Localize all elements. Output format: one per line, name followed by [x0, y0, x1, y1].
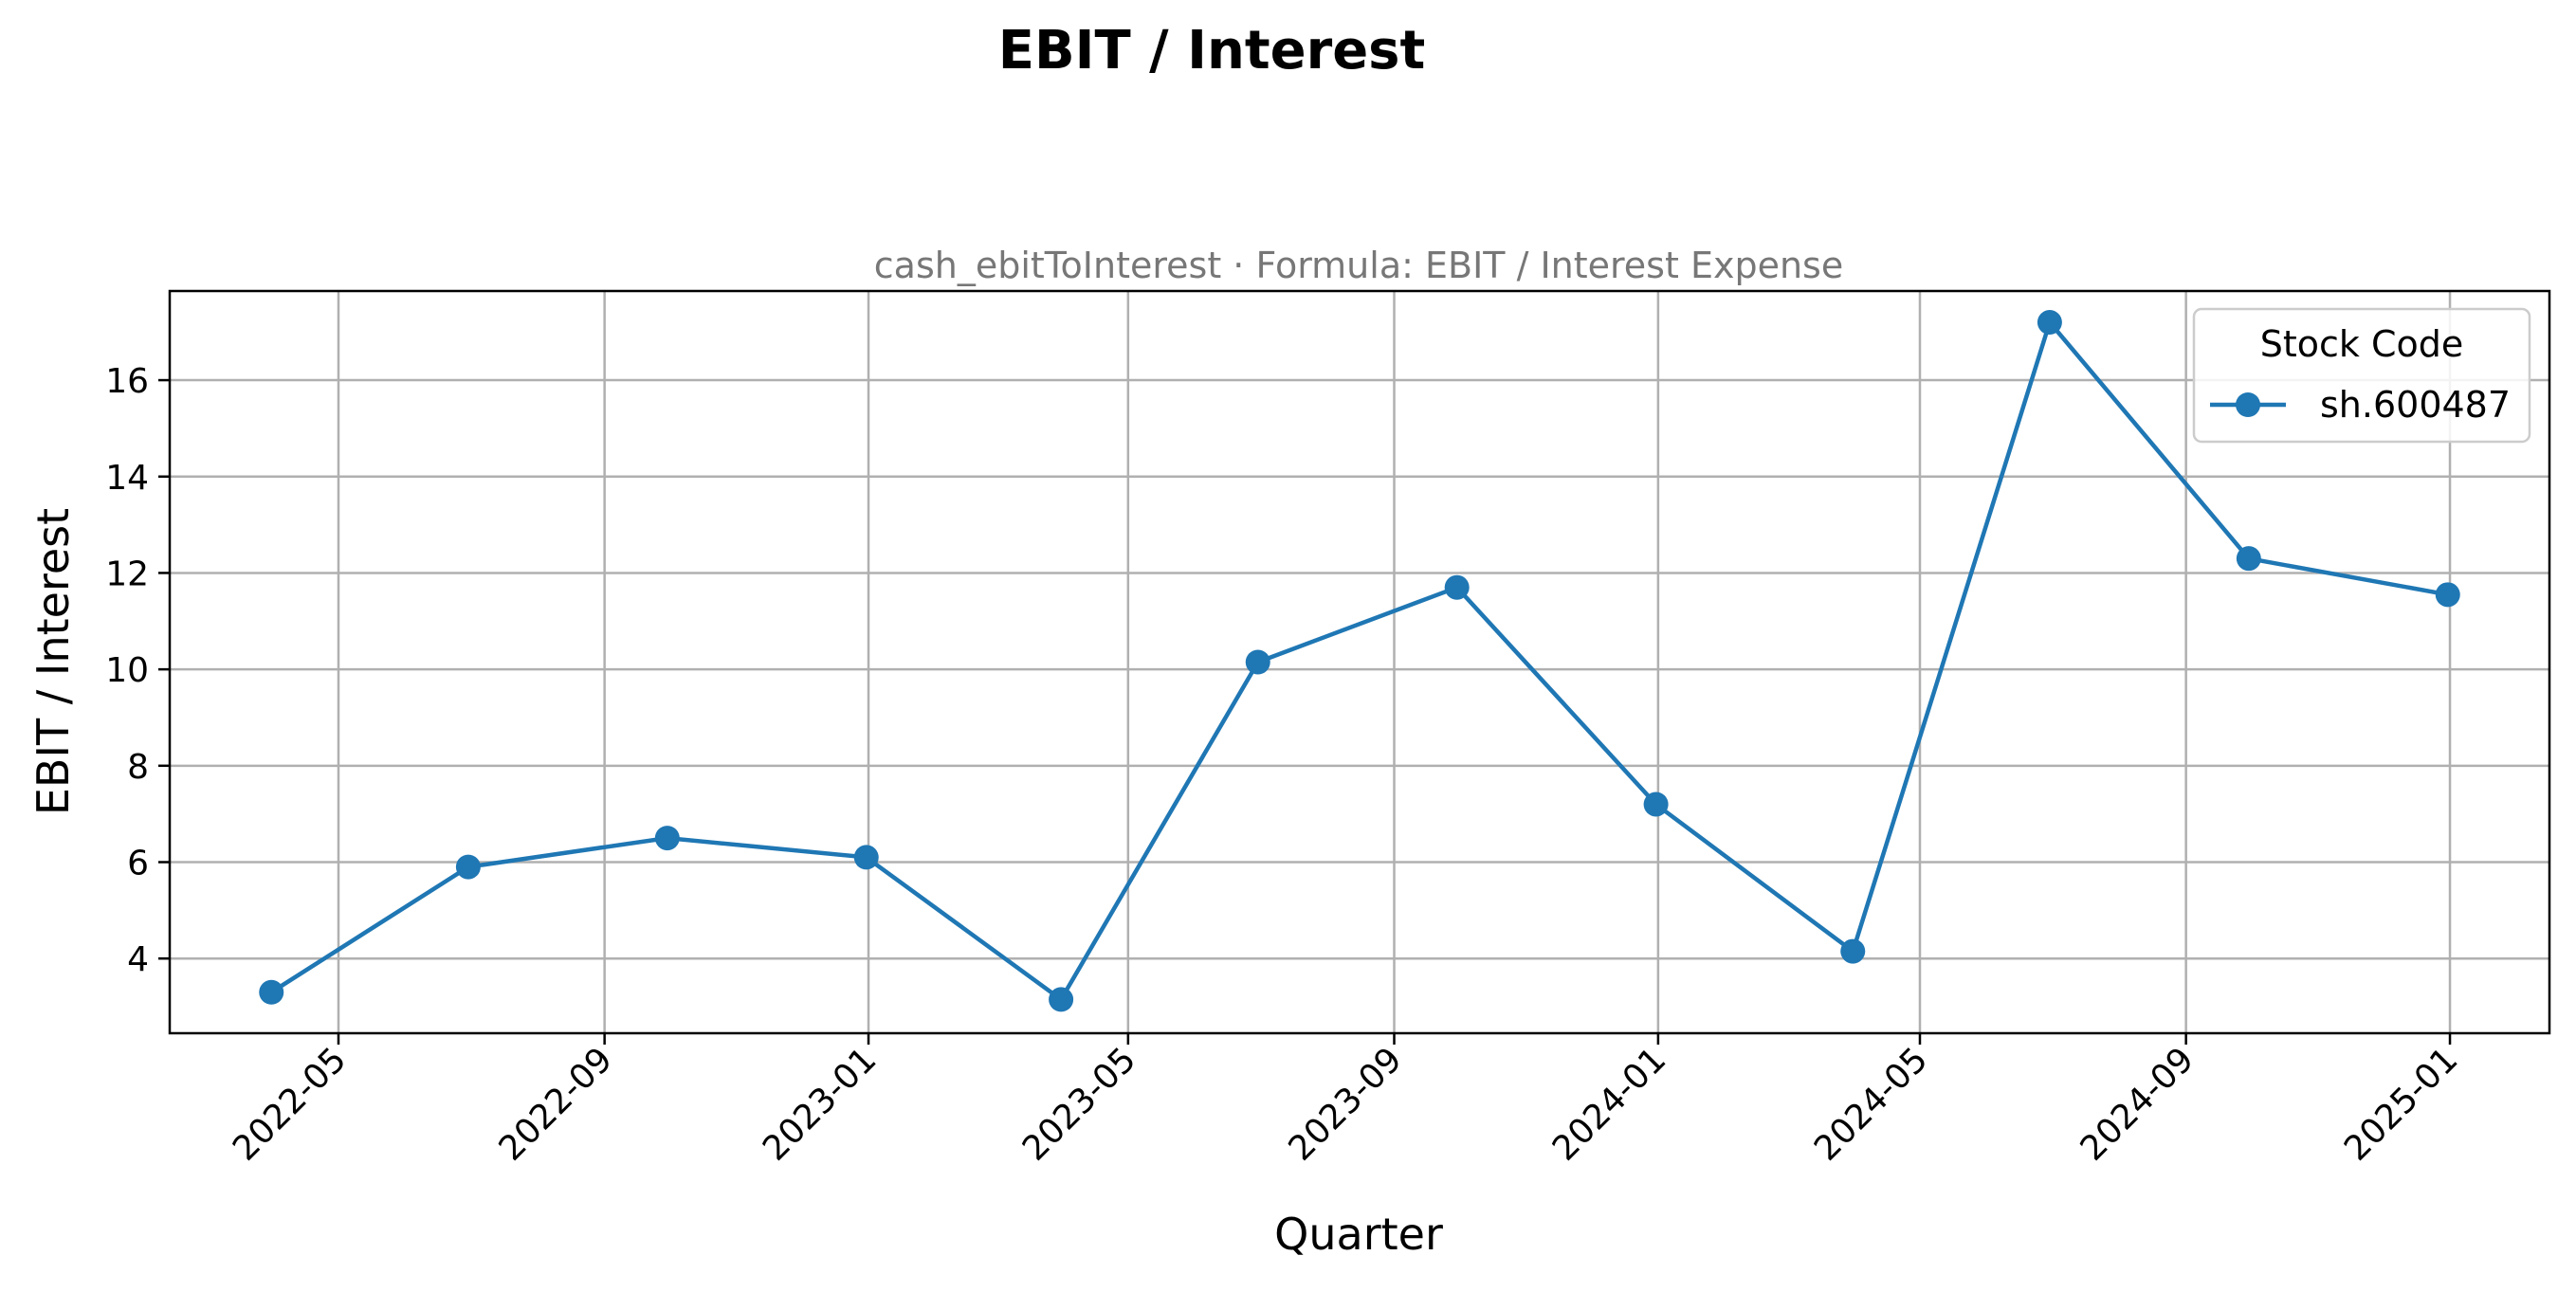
- plot-frame: [168, 289, 2551, 1035]
- data-point: [2435, 582, 2460, 608]
- data-point: [1643, 792, 1669, 817]
- series-line: [269, 319, 2449, 1002]
- x-tick-label: 2024-01: [1545, 1040, 1673, 1168]
- series-layer: [259, 310, 2460, 1012]
- x-axis-label: Quarter: [1274, 1209, 1443, 1260]
- x-tick-label: 2023-01: [756, 1040, 884, 1168]
- x-tick-label: 2023-09: [1282, 1040, 1410, 1168]
- chart-title: EBIT / Interest: [998, 20, 1426, 82]
- legend-entry-label: sh.600487: [2320, 384, 2511, 426]
- y-tick-label: 8: [127, 748, 149, 787]
- grid-layer: [170, 291, 2549, 1033]
- data-point: [455, 854, 481, 880]
- y-tick-label: 12: [105, 555, 149, 593]
- y-axis-label: EBIT / Interest: [27, 508, 79, 815]
- x-tick-label: 2024-05: [1807, 1040, 1935, 1168]
- legend-box: [2192, 307, 2531, 444]
- data-point: [2236, 546, 2261, 572]
- x-tick-label: 2023-05: [1015, 1040, 1143, 1168]
- x-tick-label: 2024-09: [2074, 1040, 2201, 1168]
- x-tick-label: 2022-09: [492, 1040, 620, 1168]
- data-point: [1049, 987, 1074, 1012]
- data-point: [1444, 574, 1470, 600]
- data-point: [1840, 938, 1866, 964]
- y-tick-label: 4: [127, 940, 149, 979]
- data-point: [1245, 649, 1270, 675]
- data-point: [2037, 310, 2062, 336]
- data-point: [654, 826, 680, 851]
- chart-subtitle: cash_ebitToInterest · Formula: EBIT / In…: [874, 245, 1843, 286]
- y-tick-label: 6: [127, 845, 149, 883]
- data-point: [853, 845, 879, 870]
- legend-marker: [2236, 392, 2260, 417]
- legend: Stock Code sh.600487: [2192, 307, 2531, 444]
- y-tick-label: 14: [105, 459, 149, 498]
- y-tick-label: 16: [105, 362, 149, 401]
- legend-title: Stock Code: [2260, 323, 2464, 365]
- x-tick-label: 2025-01: [2337, 1040, 2465, 1168]
- x-tick-label: 2022-05: [226, 1040, 354, 1168]
- y-tick-label: 10: [105, 651, 149, 690]
- data-point: [259, 979, 284, 1005]
